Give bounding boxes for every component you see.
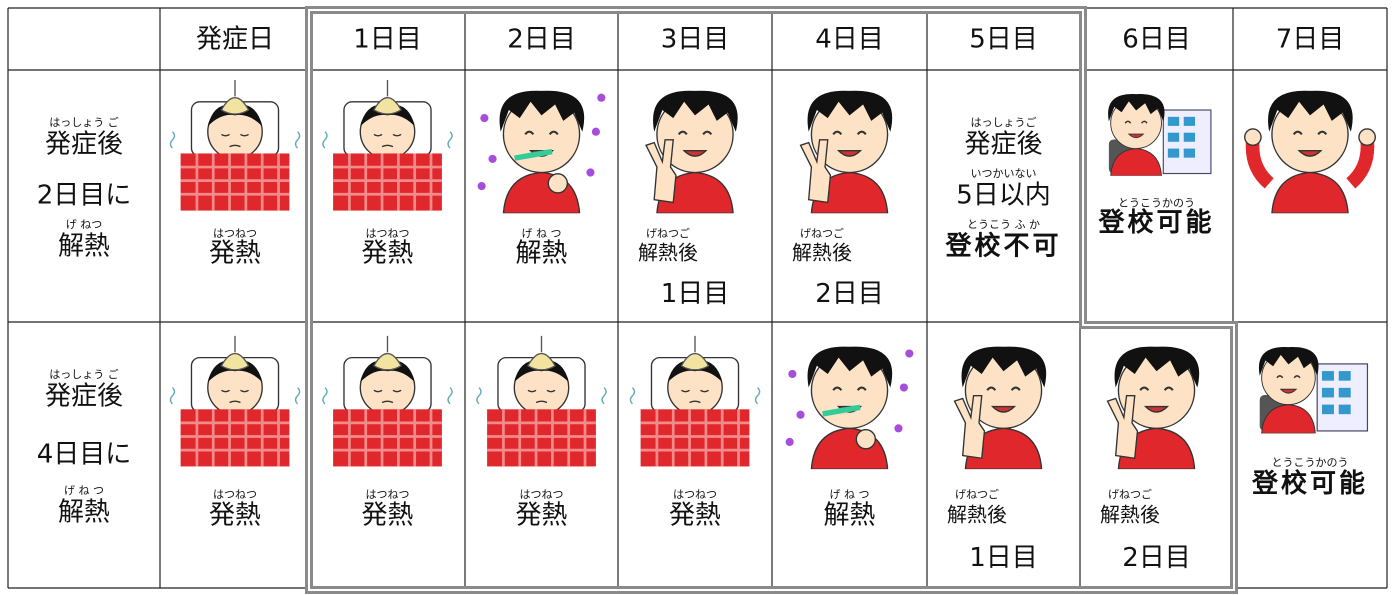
cell-text: 2日目 (1122, 543, 1191, 573)
illustration (478, 91, 606, 214)
furigana: はつねつ (213, 227, 257, 240)
furigana: はつねつ (520, 488, 564, 501)
cell-text: 解熱後 (947, 503, 1007, 527)
cell-text: 1日目 (661, 279, 730, 309)
illustration (955, 347, 1047, 470)
illustration (1245, 91, 1376, 214)
cell-text: 発熱 (669, 501, 721, 531)
day-header: 2日目 (507, 25, 576, 55)
illustration (475, 334, 608, 468)
furigana: はっしょう ご (49, 367, 119, 381)
cell-text: 2日目に (37, 181, 132, 211)
furigana: げねつご (800, 226, 844, 240)
cell-text: 発症後 (45, 382, 123, 412)
furigana: げねつご (646, 226, 690, 240)
illustration (786, 347, 914, 470)
furigana: げ ね つ (64, 484, 104, 497)
day-header: 6日目 (1122, 25, 1191, 55)
cell-text: 発症後 (45, 130, 123, 160)
cell-text: 発熱 (209, 501, 261, 531)
illustration (168, 334, 302, 468)
cell-text: 発熱 (361, 501, 413, 531)
cell-text: 解熱 (58, 498, 110, 528)
day-header: 3日目 (661, 25, 730, 55)
cell-text: 発症後 (964, 130, 1042, 160)
furigana: はつねつ (366, 488, 410, 501)
cell-text: 登校可能 (1251, 468, 1368, 499)
day-header: 1日目 (353, 25, 422, 55)
illustration (1108, 94, 1211, 176)
furigana: げ ねつ (66, 218, 103, 231)
furigana: いつかいない (971, 167, 1037, 180)
cell-text: 解熱後 (1100, 503, 1160, 527)
cell-text: 解熱 (823, 501, 875, 531)
cell-text: 登校不可 (944, 231, 1061, 262)
illustration (169, 78, 301, 212)
furigana: はっしょうご (971, 115, 1037, 129)
illustration (321, 78, 454, 212)
illustration (321, 334, 454, 468)
highlight-border-inner (308, 9, 1235, 591)
illustration (801, 91, 893, 214)
day-header: 5日目 (969, 25, 1038, 55)
furigana: はつねつ (213, 488, 257, 501)
illustration (628, 334, 762, 468)
furigana: げ ね つ (522, 227, 562, 240)
cell-text: 1日目 (969, 543, 1038, 573)
cell-text: 5日以内 (956, 181, 1051, 211)
furigana: はつねつ (673, 488, 717, 501)
furigana: とうこう ふ か (967, 218, 1040, 231)
illustration (1259, 347, 1368, 433)
furigana: はっしょう ご (49, 115, 119, 129)
cell-text: 4日目に (37, 440, 132, 470)
cell-text: 登校可能 (1097, 207, 1214, 238)
day-header: 4日目 (815, 25, 884, 55)
cell-text: 2日目 (815, 279, 884, 309)
day-header: 7日目 (1276, 25, 1345, 55)
cell-text: 解熱 (58, 232, 110, 262)
cell-text: 解熱後 (792, 240, 852, 264)
furigana: げ ね つ (830, 488, 870, 501)
illustration (646, 91, 738, 214)
furigana: はつねつ (366, 227, 410, 240)
cell-text: 解熱後 (638, 240, 698, 264)
cell-text: 発熱 (361, 238, 413, 268)
furigana: げねつご (955, 487, 999, 501)
furigana: げねつご (1108, 487, 1152, 501)
cell-text: 発熱 (209, 238, 261, 268)
cell-text: 解熱 (515, 238, 567, 268)
day-header: 発症日 (196, 25, 274, 55)
cell-text: 発熱 (515, 501, 567, 531)
illustration (1108, 347, 1200, 470)
furigana: とうこうかのう (1272, 456, 1349, 469)
furigana: とうこうかのう (1118, 197, 1195, 210)
